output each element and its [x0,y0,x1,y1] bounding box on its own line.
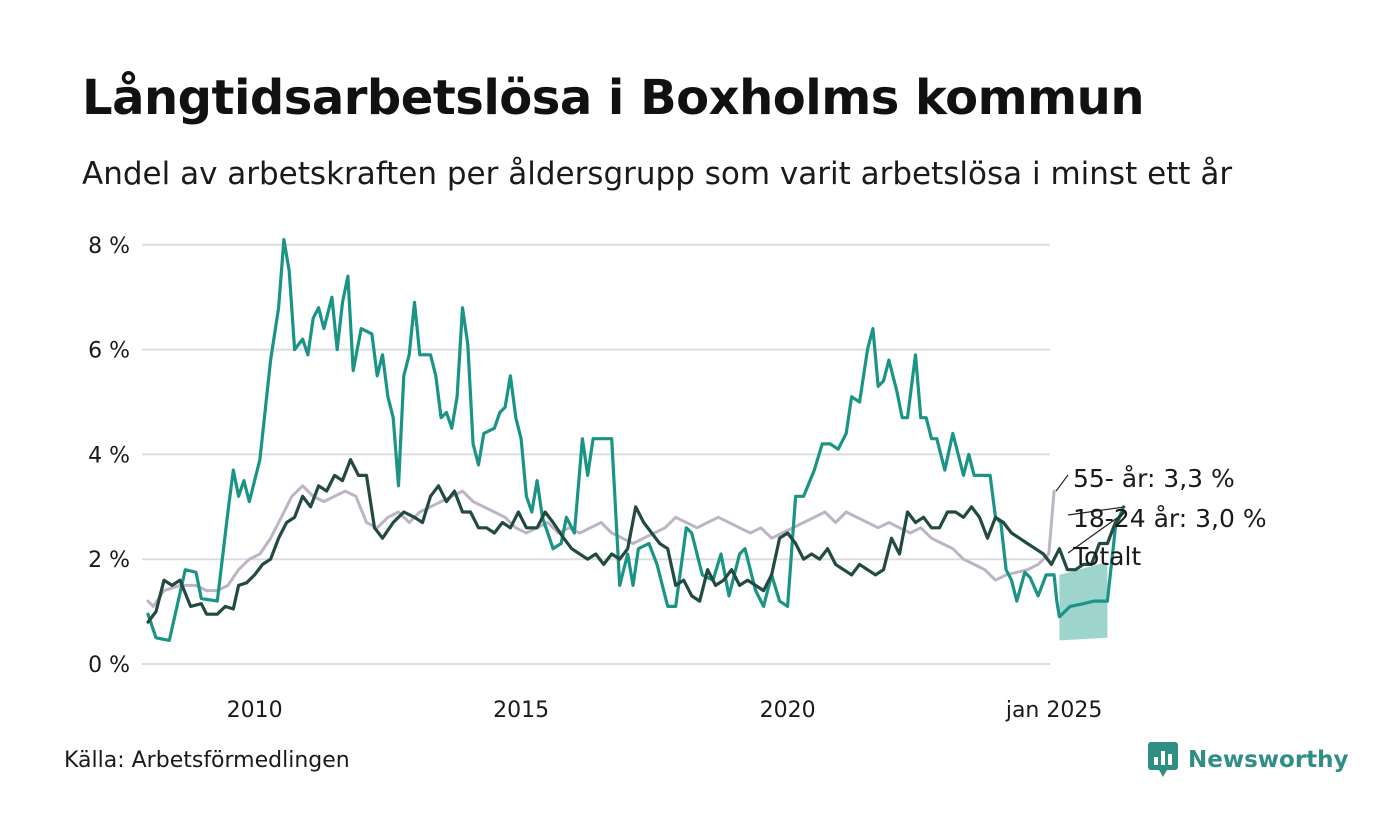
chart-subtitle: Andel av arbetskraften per åldersgrupp s… [82,156,1233,192]
x-tick-label: 2010 [227,698,283,723]
source-note: Källa: Arbetsförmedlingen [64,748,350,773]
y-tick-label: 8 % [88,234,130,259]
y-tick-label: 0 % [88,653,130,678]
y-tick-label: 4 % [88,443,130,468]
x-tick-label: jan 2025 [1005,698,1103,723]
series-line-old [146,484,1056,608]
series-end-label: 55- år: 3,3 % [1073,464,1235,493]
y-tick-label: 2 % [88,548,130,573]
chart-title: Långtidsarbetslösa i Boxholms kommun [82,70,1145,126]
leader-line [1067,506,1126,516]
brand-logo[interactable]: Newsworthy [1148,742,1349,778]
series-end-label: Totalt [1072,542,1141,571]
brand-name: Newsworthy [1188,747,1349,773]
leader-line [1055,474,1069,492]
bar-chart-icon [1148,742,1178,777]
forecast-band [1059,561,1108,641]
y-tick-label: 6 % [88,339,130,364]
series-line-young [146,238,1126,643]
x-tick-label: 2020 [760,698,816,723]
series-line-total [146,458,1126,624]
x-tick-label: 2015 [493,698,549,723]
leader-line [1067,511,1126,554]
series-end-label: 18-24 år: 3,0 % [1073,504,1267,533]
